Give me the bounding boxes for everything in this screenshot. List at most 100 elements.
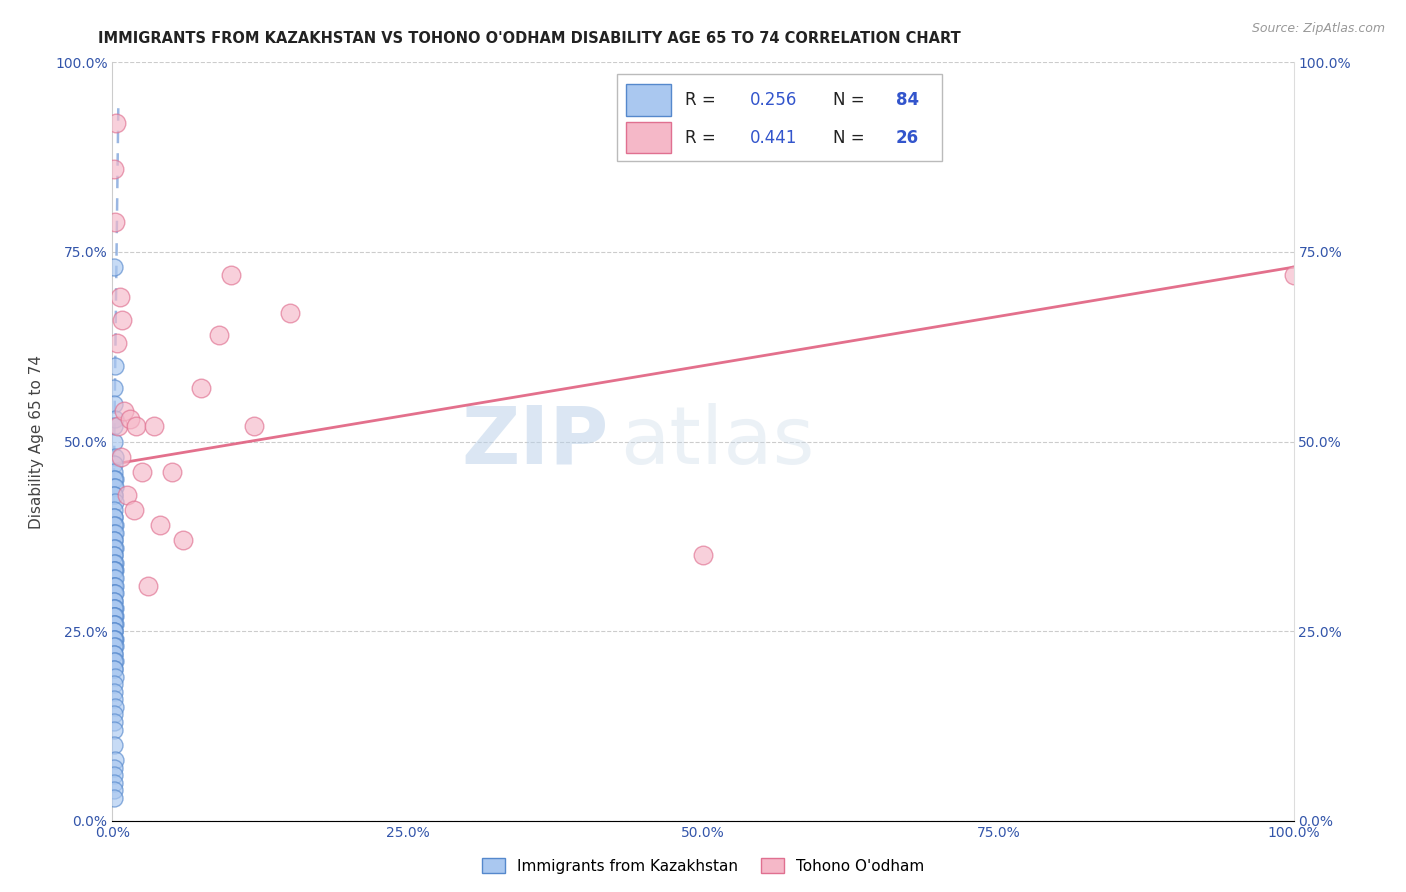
Text: Source: ZipAtlas.com: Source: ZipAtlas.com — [1251, 22, 1385, 36]
Point — [103, 396, 125, 410]
Point — [103, 434, 125, 449]
Point — [103, 517, 125, 532]
Y-axis label: Disability Age 65 to 74: Disability Age 65 to 74 — [30, 354, 44, 529]
Point — [136, 579, 159, 593]
Point — [104, 412, 127, 426]
Text: 84: 84 — [896, 91, 918, 109]
Point — [104, 579, 127, 593]
Point — [103, 624, 125, 639]
Point — [115, 487, 138, 501]
FancyBboxPatch shape — [626, 121, 671, 153]
Point — [103, 571, 125, 585]
Point — [105, 335, 128, 350]
Point — [1282, 268, 1305, 282]
Point — [160, 465, 183, 479]
Point — [103, 579, 125, 593]
Text: R =: R = — [685, 91, 721, 109]
Point — [107, 419, 129, 434]
Point — [103, 586, 125, 600]
Point — [104, 556, 127, 570]
Point — [104, 601, 127, 615]
Point — [103, 647, 125, 661]
Point — [104, 564, 127, 578]
Point — [243, 419, 266, 434]
Point — [104, 480, 127, 494]
Text: 26: 26 — [896, 128, 918, 146]
Point — [112, 404, 135, 418]
Point — [103, 579, 125, 593]
Point — [103, 556, 125, 570]
Point — [104, 450, 127, 464]
Point — [103, 548, 125, 563]
Point — [104, 214, 127, 228]
FancyBboxPatch shape — [626, 84, 671, 115]
Point — [103, 655, 125, 669]
Text: atlas: atlas — [620, 402, 814, 481]
Point — [103, 616, 125, 631]
Point — [103, 533, 125, 548]
Point — [103, 480, 125, 494]
Point — [103, 260, 125, 275]
Text: 0.256: 0.256 — [751, 91, 797, 109]
Point — [103, 662, 125, 676]
Point — [104, 753, 127, 767]
Point — [208, 328, 231, 343]
Point — [103, 738, 125, 752]
Point — [103, 776, 125, 790]
Text: N =: N = — [832, 128, 870, 146]
Point — [103, 594, 125, 608]
Text: R =: R = — [685, 128, 721, 146]
Point — [120, 412, 142, 426]
Point — [103, 723, 125, 737]
Point — [103, 564, 125, 578]
Point — [103, 783, 125, 797]
Point — [103, 601, 125, 615]
Point — [103, 533, 125, 548]
Point — [103, 541, 125, 555]
Point — [172, 533, 194, 548]
Point — [103, 564, 125, 578]
Point — [104, 571, 127, 585]
Point — [103, 647, 125, 661]
Point — [103, 510, 125, 524]
Legend: Immigrants from Kazakhstan, Tohono O'odham: Immigrants from Kazakhstan, Tohono O'odh… — [475, 852, 931, 880]
Point — [104, 655, 127, 669]
Point — [103, 639, 125, 653]
Point — [103, 161, 125, 176]
Point — [103, 616, 125, 631]
Point — [103, 473, 125, 487]
Point — [103, 624, 125, 639]
Point — [104, 359, 127, 373]
Point — [692, 548, 714, 563]
Point — [103, 707, 125, 722]
Point — [104, 517, 127, 532]
Point — [103, 662, 125, 676]
Point — [131, 465, 153, 479]
Point — [110, 450, 132, 464]
Point — [104, 669, 127, 683]
Text: IMMIGRANTS FROM KAZAKHSTAN VS TOHONO O'ODHAM DISABILITY AGE 65 TO 74 CORRELATION: IMMIGRANTS FROM KAZAKHSTAN VS TOHONO O'O… — [98, 31, 962, 46]
Point — [104, 608, 127, 623]
Point — [104, 541, 127, 555]
Point — [103, 685, 125, 699]
Point — [103, 608, 125, 623]
Point — [103, 382, 125, 396]
Point — [142, 419, 165, 434]
Point — [103, 632, 125, 646]
Point — [103, 465, 125, 479]
Text: N =: N = — [832, 91, 870, 109]
Point — [103, 458, 125, 472]
Point — [108, 291, 131, 305]
Point — [103, 768, 125, 782]
Point — [278, 305, 301, 319]
Point — [104, 639, 127, 653]
Point — [103, 608, 125, 623]
Point — [103, 692, 125, 706]
Point — [103, 503, 125, 517]
Point — [190, 382, 212, 396]
Point — [103, 760, 125, 774]
Point — [104, 495, 127, 509]
Point — [103, 510, 125, 524]
Point — [103, 525, 125, 540]
Point — [125, 419, 148, 434]
